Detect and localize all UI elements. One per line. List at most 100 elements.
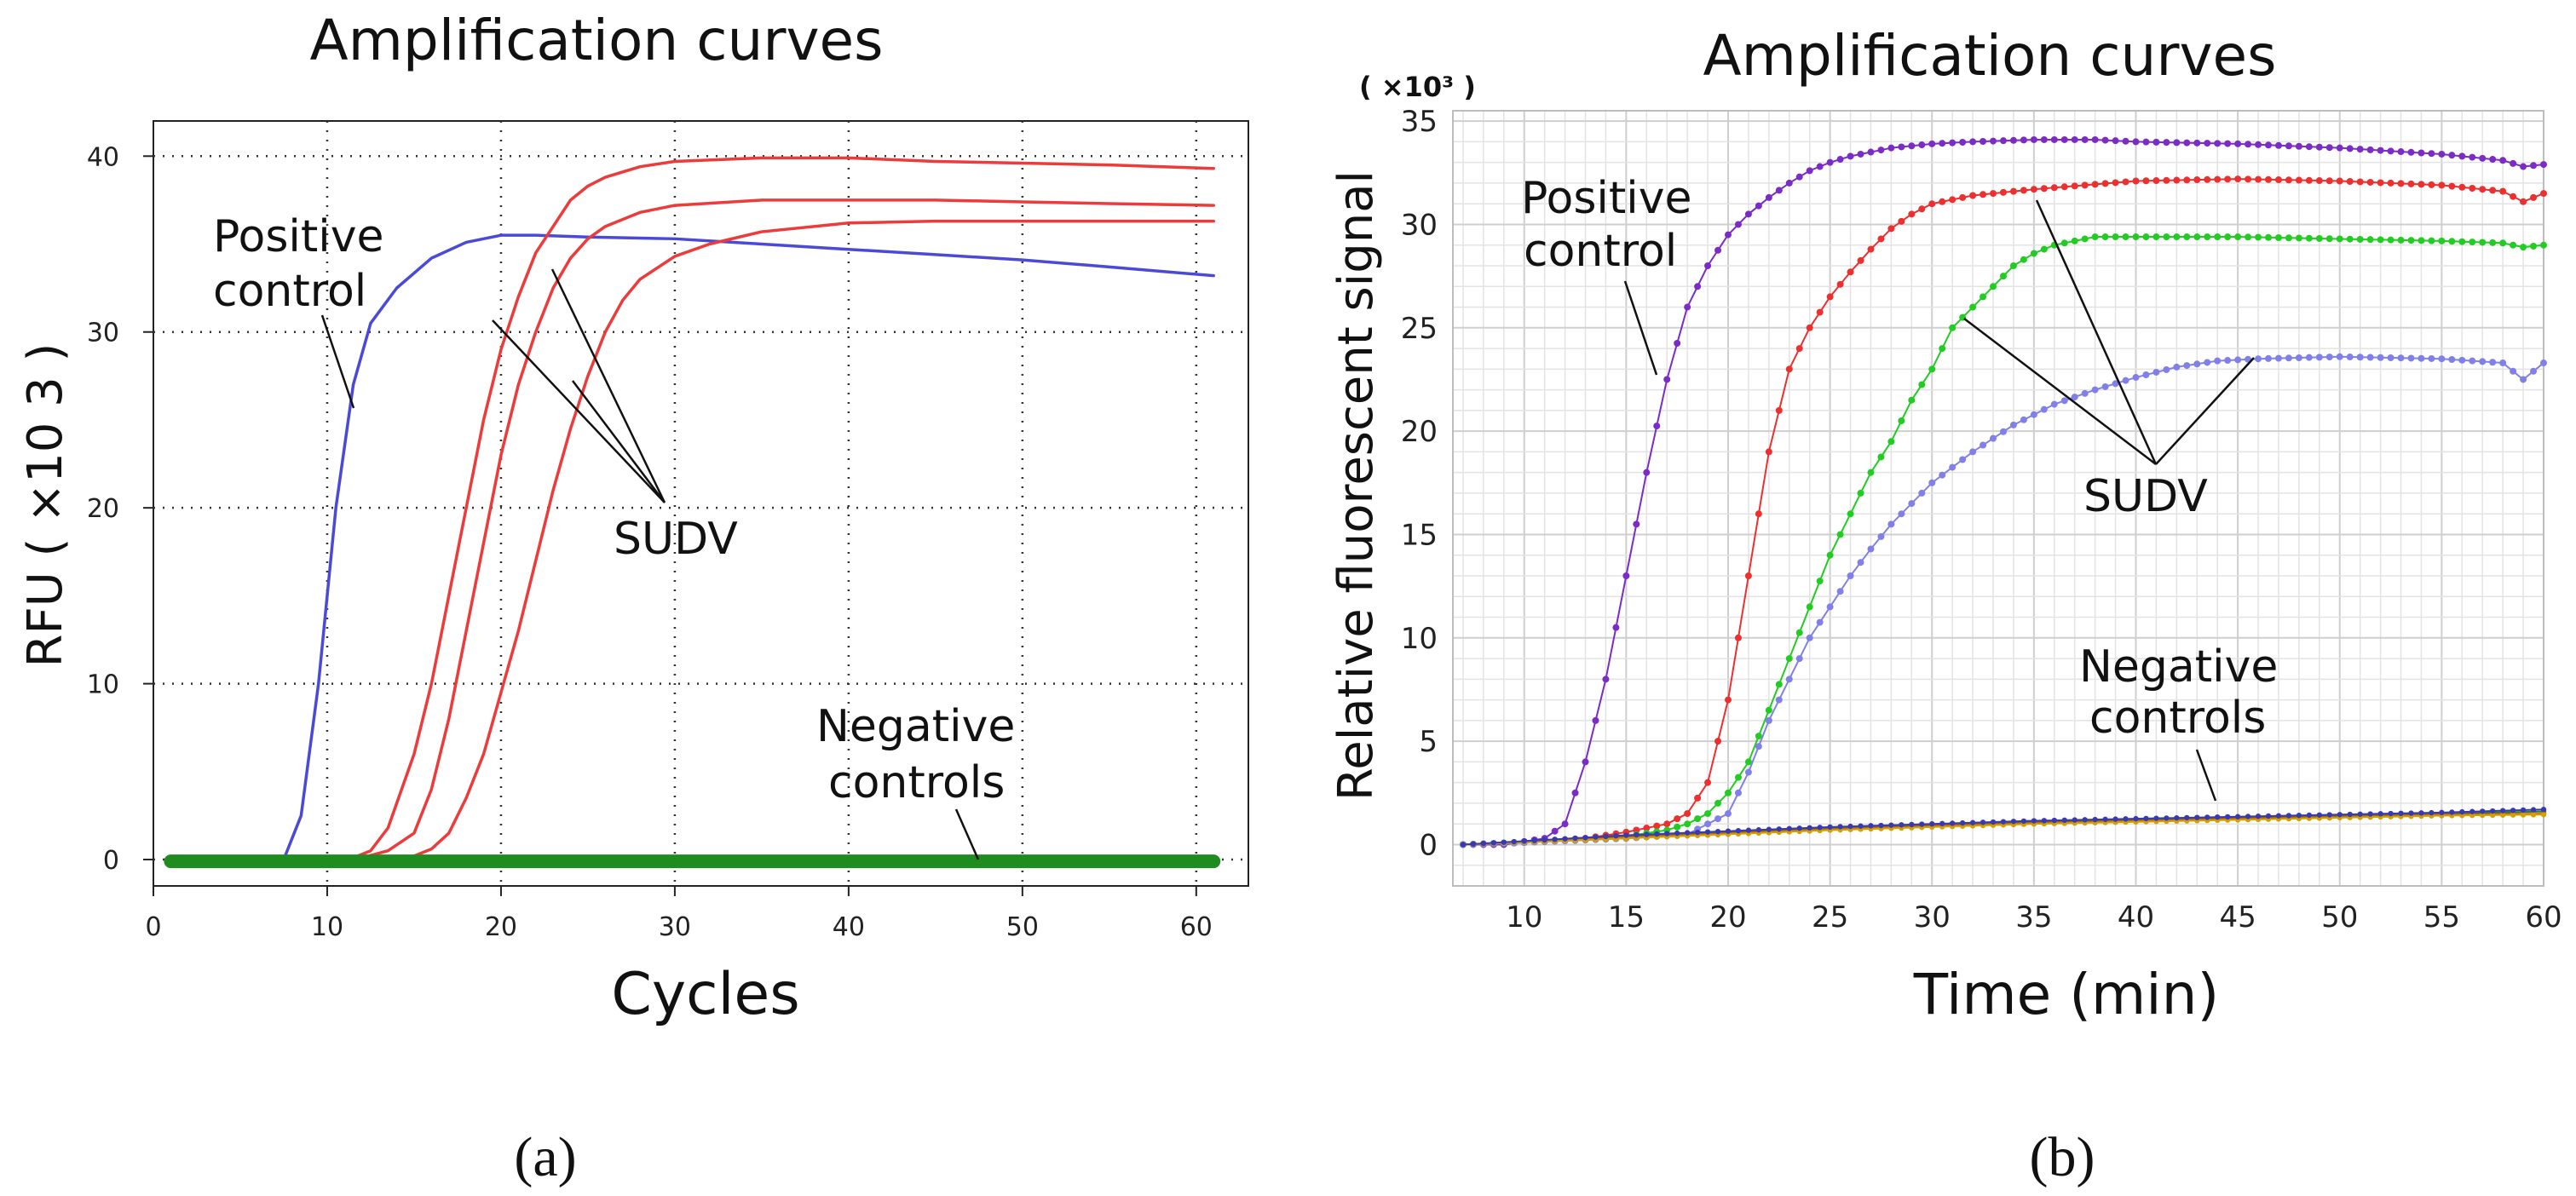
panel-b-point — [1857, 559, 1864, 566]
panel-b-series — [1459, 175, 2547, 848]
panel-b-point — [1878, 822, 1884, 829]
panel-b-point — [2092, 816, 2098, 823]
panel-b-point — [2142, 233, 2150, 241]
panel-b-point — [1980, 191, 1987, 198]
panel-b-point — [2102, 816, 2108, 823]
panel-b-point — [2530, 242, 2538, 250]
panel-b-point — [2438, 237, 2446, 244]
panel-b-point — [2407, 237, 2415, 244]
panel-b-point — [2152, 368, 2160, 376]
panel-b-point — [1836, 156, 1844, 164]
panel-b-point — [2499, 808, 2506, 814]
panel-b-point — [1898, 510, 1905, 518]
panel-b-point — [2193, 360, 2201, 368]
panel-b-frame — [1452, 110, 2544, 887]
panel-a-y-tick-label: 0 — [103, 846, 119, 876]
panel-b-point — [1663, 376, 1671, 383]
panel-b-point — [1674, 815, 1681, 823]
panel-b-point — [2469, 185, 2476, 192]
panel-a-series — [169, 198, 1215, 860]
panel-b-point — [2274, 141, 2282, 149]
panel-b-point — [2072, 817, 2078, 823]
panel-b-point — [2489, 239, 2497, 246]
panel-b-point — [1959, 819, 1966, 826]
panel-b-caption: (b) — [2030, 1126, 2095, 1188]
panel-b-point — [2112, 137, 2119, 145]
panel-b-point — [1795, 629, 1803, 636]
panel-b-point — [1634, 831, 1640, 838]
panel-b-point — [2499, 812, 2506, 818]
panel-b-point — [1918, 381, 1926, 388]
panel-b-point — [1603, 833, 1609, 840]
panel-b-point — [1704, 810, 1712, 818]
panel-b-point — [2112, 816, 2118, 822]
panel-b-point — [2041, 818, 2048, 824]
panel-b-annotation-positive: Positive control — [1521, 173, 1691, 277]
panel-b-point — [1734, 634, 1742, 641]
panel-b-point — [2325, 354, 2333, 361]
panel-b-point — [2366, 146, 2374, 153]
panel-b-point — [1827, 824, 1833, 831]
panel-b-point — [2061, 817, 2067, 824]
panel-b-point — [2305, 354, 2313, 361]
panel-b-point — [2060, 397, 2068, 405]
panel-b-point — [1775, 696, 1783, 704]
panel-b-point — [2366, 236, 2374, 244]
panel-b-point — [2274, 176, 2282, 184]
panel-b-point — [2346, 354, 2354, 361]
panel-b-point — [2479, 186, 2487, 193]
panel-b-point — [2439, 809, 2445, 816]
panel-b-point — [2255, 355, 2262, 363]
panel-b-point — [2265, 354, 2273, 362]
panel-b-point — [2163, 176, 2170, 184]
panel-b-point — [2009, 136, 2017, 144]
panel-b-point — [1714, 246, 1722, 254]
panel-b-point — [2020, 136, 2027, 144]
panel-b-point — [2459, 808, 2465, 815]
panel-b-point — [2388, 810, 2394, 817]
panel-b-point — [1593, 834, 1599, 840]
panel-b-point — [1847, 510, 1854, 518]
panel-b-point — [2377, 354, 2384, 361]
panel-b-point — [2071, 135, 2078, 143]
panel-b-point — [1571, 789, 1579, 796]
panel-b-point — [2540, 190, 2547, 198]
panel-b-point — [2489, 812, 2496, 819]
panel-a-positive-pointer — [320, 314, 355, 409]
panel-b-point — [2530, 162, 2538, 170]
panel-b-point — [2337, 812, 2343, 818]
panel-b-point — [2305, 143, 2313, 151]
panel-b-point — [2315, 354, 2323, 361]
panel-b-point — [2530, 807, 2537, 813]
panel-b-point — [2122, 377, 2129, 384]
panel-a-series — [169, 156, 1215, 860]
panel-b-point — [2031, 818, 2037, 824]
panel-b-point — [1643, 469, 1651, 476]
panel-b-sudv-pointer — [1963, 318, 2157, 465]
panel-b-point — [2204, 359, 2211, 366]
panel-b-point — [2193, 233, 2201, 241]
panel-b-point — [2234, 233, 2242, 241]
panel-b-point — [1909, 821, 1915, 828]
panel-b-point — [2305, 176, 2313, 184]
panel-b-point — [1521, 838, 1527, 844]
panel-b-point — [1663, 820, 1671, 828]
panel-b-point — [1674, 823, 1681, 831]
panel-b-point — [2428, 237, 2435, 244]
panel-b-point — [2030, 411, 2037, 418]
panel-b-point — [1929, 821, 1935, 827]
panel-b-point — [2356, 235, 2364, 243]
panel-b-point — [1990, 137, 1997, 145]
panel-b-point — [1949, 820, 1956, 826]
panel-b-point — [2081, 389, 2089, 397]
panel-b-point — [1898, 217, 1905, 225]
panel-b-y-axis-label: Relative fluorescent signal — [1328, 170, 1384, 801]
panel-b-point — [1847, 268, 1854, 276]
panel-b-point — [1980, 293, 1987, 301]
panel-b-point — [1867, 545, 1875, 553]
panel-b-series — [1460, 807, 2547, 848]
panel-b-point — [2510, 808, 2516, 814]
panel-b-point — [1744, 758, 1752, 766]
panel-b-point — [2480, 808, 2486, 814]
panel-b-point — [1765, 706, 1772, 714]
